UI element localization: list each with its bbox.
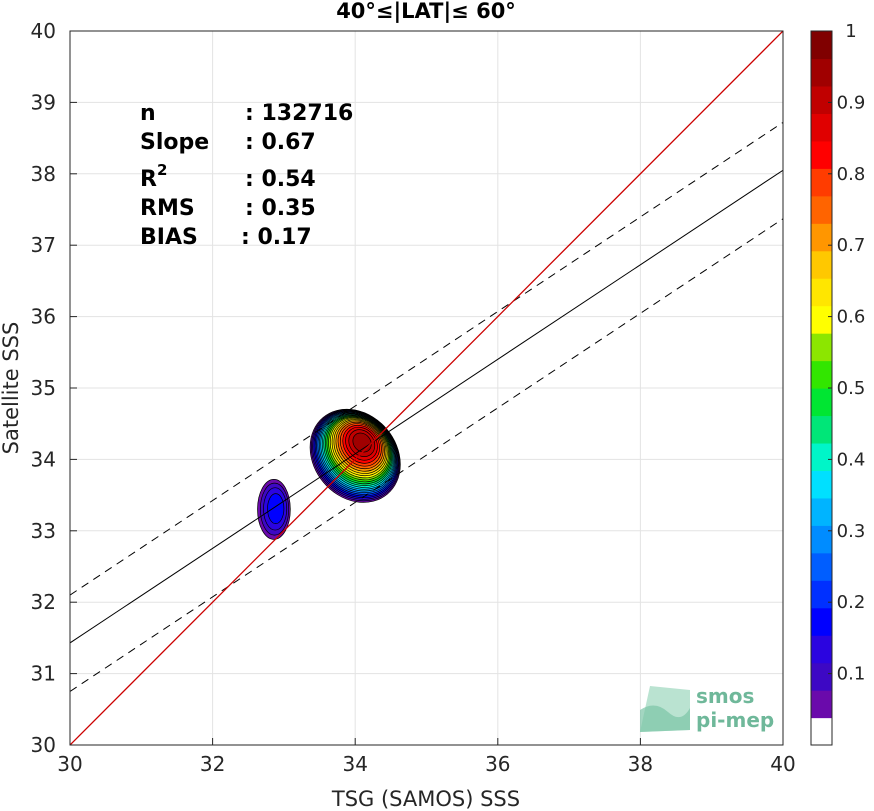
stat-bias-value: : 0.17	[241, 225, 312, 250]
colorbar-swatch	[811, 333, 832, 362]
colorbar-swatch	[811, 580, 832, 609]
y-tick-label: 37	[31, 233, 56, 257]
colorbar-tick-label: 0.6	[837, 307, 866, 328]
colorbar-swatch	[811, 31, 832, 60]
colorbar-swatch	[811, 470, 832, 499]
colorbar-tick-label: 0.4	[837, 449, 866, 470]
colorbar-swatch	[811, 195, 832, 224]
stat-r2-label: R2	[140, 161, 167, 192]
fit-upper-dashed-line	[70, 121, 783, 596]
fit-line	[70, 169, 783, 644]
colorbar-swatch	[811, 662, 832, 691]
y-tick-label: 33	[31, 519, 56, 543]
colorbar-tick-label: 0.5	[837, 378, 866, 399]
colorbar-swatch	[811, 113, 832, 142]
x-axis-label: TSG (SAMOS) SSS	[331, 787, 520, 811]
y-tick-label: 39	[31, 90, 56, 114]
colorbar-swatch	[811, 717, 832, 746]
stat-rms-label: RMS	[140, 196, 195, 221]
colorbar-swatch	[811, 223, 832, 252]
regression-lines	[70, 31, 783, 745]
stat-slope-label: Slope	[140, 130, 209, 155]
y-tick-label: 35	[31, 376, 56, 400]
colorbar-swatch	[811, 305, 832, 334]
stats-box: n : 132716 Slope : 0.67 R2 : 0.54 RMS : …	[140, 101, 353, 250]
colorbar-tick-label: 0.7	[837, 235, 866, 256]
colorbar-swatch	[811, 278, 832, 307]
colorbar-swatch	[811, 635, 832, 664]
stat-bias-label: BIAS	[140, 225, 198, 250]
logo-text-pi-mep: pi-mep	[696, 708, 774, 732]
y-axis-label: Satellite SSS	[0, 322, 23, 455]
colorbar-tick-label: 0.8	[837, 164, 866, 185]
colorbar-swatch	[811, 442, 832, 471]
x-tick-label: 30	[57, 752, 82, 776]
y-tick-label: 32	[31, 590, 56, 614]
identity-line	[70, 31, 783, 745]
smos-pi-mep-logo: smos pi-mep	[640, 684, 774, 732]
stat-r2-superscript: 2	[157, 161, 167, 179]
y-tick-label: 36	[31, 305, 56, 329]
colorbar-swatch	[811, 250, 832, 279]
colorbar-swatch	[811, 690, 832, 719]
stat-n-label: n	[140, 101, 156, 126]
y-tick-label: 30	[31, 733, 56, 757]
density-contours	[257, 408, 401, 540]
colorbar-swatch	[811, 607, 832, 636]
x-axis-ticks: 30 32 34 36 38 40	[57, 738, 796, 776]
fit-lower-dashed-line	[70, 218, 783, 692]
colorbar	[810, 30, 833, 746]
stat-slope-value: : 0.67	[245, 130, 316, 155]
stat-r2-value: : 0.54	[245, 167, 316, 192]
colorbar-swatch	[811, 497, 832, 526]
x-tick-label: 38	[628, 752, 653, 776]
colorbar-swatch	[811, 360, 832, 389]
colorbar-ticks: 0.1 0.2 0.3 0.4 0.5 0.6 0.7 0.8 0.9 1	[828, 21, 865, 685]
colorbar-tick-label: 0.1	[837, 664, 866, 685]
colorbar-tick-label: 1	[845, 21, 856, 42]
density-contour-1-3	[267, 493, 285, 524]
y-tick-label: 38	[31, 162, 56, 186]
colorbar-swatch	[811, 525, 832, 554]
colorbar-swatch	[811, 388, 832, 417]
y-tick-label: 40	[31, 19, 56, 43]
x-tick-label: 32	[200, 752, 225, 776]
y-axis-ticks: 30 31 32 33 34 35 36 37 38 39 40	[31, 19, 77, 757]
logo-text-smos: smos	[696, 684, 754, 708]
stat-n-value: : 132716	[245, 101, 353, 126]
colorbar-swatch	[811, 415, 832, 444]
colorbar-swatch	[811, 168, 832, 197]
y-tick-label: 31	[31, 662, 56, 686]
chart-title: 40°≤|LAT|≤ 60°	[336, 0, 516, 24]
y-tick-label: 34	[31, 447, 56, 471]
colorbar-swatch	[811, 552, 832, 581]
colorbar-tick-label: 0.2	[837, 592, 866, 613]
stat-rms-value: : 0.35	[245, 196, 316, 221]
logo-wave-shadow-icon	[640, 705, 690, 732]
colorbar-tick-label: 0.9	[837, 92, 866, 113]
x-tick-label: 36	[485, 752, 510, 776]
x-tick-label: 40	[770, 752, 795, 776]
colorbar-tick-label: 0.3	[837, 521, 866, 542]
colorbar-swatch	[811, 58, 832, 87]
x-tick-label: 34	[342, 752, 367, 776]
colorbar-swatch	[811, 140, 832, 169]
stat-r2-letter: R	[140, 167, 157, 192]
colorbar-swatch	[811, 85, 832, 114]
